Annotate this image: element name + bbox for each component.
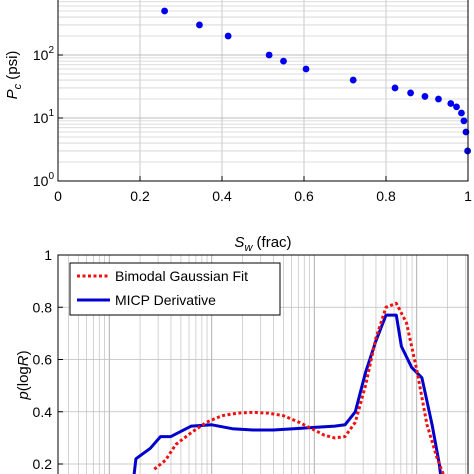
- top-y-tick-label: 102: [33, 45, 55, 63]
- bottom-y-tick-label: 0.2: [33, 456, 53, 472]
- top-chart-grid: [58, 0, 468, 181]
- bottom-chart-y-tick-labels: 0.2 0.4 0.6 0.8 1: [33, 247, 53, 472]
- legend-label-micp-derivative: MICP Derivative: [115, 292, 216, 308]
- top-data-point: [391, 84, 399, 92]
- bottom-y-label-open: (log: [15, 366, 32, 391]
- top-chart-points: [161, 7, 471, 155]
- top-y-tick-base: 10: [33, 173, 49, 189]
- top-data-point: [349, 76, 357, 84]
- top-y-label-main: P: [4, 89, 21, 99]
- top-y-tick-label: 100: [33, 171, 55, 189]
- bottom-y-label-italic: R: [15, 355, 32, 366]
- top-data-point: [407, 89, 414, 97]
- top-y-tick-label: 101: [33, 108, 55, 126]
- top-x-label-unit: (frac): [252, 234, 291, 251]
- top-data-point: [280, 57, 287, 65]
- top-x-tick-label: 0.2: [130, 188, 150, 204]
- top-data-point: [421, 93, 429, 100]
- series-line-micp-derivative: [132, 313, 442, 474]
- top-data-point: [224, 32, 232, 40]
- legend-box: [69, 262, 281, 316]
- top-y-tick-exp: 2: [48, 45, 54, 56]
- legend-label-bimodal-gaussian-fit: Bimodal Gaussian Fit: [115, 268, 248, 284]
- top-y-tick-exp: 1: [48, 108, 54, 119]
- bottom-y-tick-label: 1: [44, 247, 52, 263]
- bottom-chart-lines: [132, 301, 445, 474]
- top-y-label-unit: (psi): [4, 51, 21, 84]
- bottom-y-tick-label: 0.6: [33, 352, 53, 368]
- bottom-y-label-close: ): [15, 350, 32, 355]
- bottom-chart-frame: [57, 254, 469, 474]
- top-x-tick-label: 1: [464, 188, 472, 204]
- top-x-tick-label: 0.4: [212, 188, 232, 204]
- top-data-point: [196, 21, 203, 29]
- top-data-point: [161, 7, 169, 15]
- top-y-tick-base: 10: [33, 47, 49, 63]
- top-y-tick-exp: 0: [48, 171, 54, 182]
- top-chart-x-tick-labels: 0 0.2 0.4 0.6 0.8 1: [54, 188, 472, 204]
- bottom-y-tick-label: 0.8: [33, 299, 53, 315]
- top-chart-x-axis-label: Sw (frac): [234, 234, 291, 254]
- top-y-tick-base: 10: [33, 110, 49, 126]
- top-x-tick-label: 0: [54, 188, 62, 204]
- top-data-point: [458, 109, 465, 117]
- series-line-bimodal-gaussian-fit: [153, 301, 445, 474]
- top-data-point: [302, 65, 310, 73]
- bottom-y-label-main: p: [15, 391, 32, 400]
- bottom-chart-legend: Bimodal Gaussian Fit MICP Derivative: [69, 262, 281, 316]
- top-x-tick-label: 0.8: [376, 188, 396, 204]
- top-y-label-sub: c: [12, 83, 24, 89]
- bottom-chart-ticks: [58, 254, 63, 465]
- bottom-y-tick-label: 0.4: [33, 404, 53, 420]
- top-chart-y-axis-label: Pc (psi): [4, 51, 24, 100]
- top-x-label-main: S: [234, 234, 244, 251]
- top-data-point: [453, 103, 460, 111]
- top-x-tick-label: 0.6: [294, 188, 314, 204]
- top-chart-ticks: [57, 54, 469, 182]
- bottom-chart-plogr: 0.2 0.4 0.6 0.8 1 p(logR) Bimodal Gaussian F…: [15, 247, 469, 474]
- top-data-point: [265, 51, 273, 59]
- top-chart-frame: [57, 0, 469, 182]
- top-data-point: [460, 117, 468, 125]
- top-data-point: [435, 95, 442, 103]
- top-x-label-sub: w: [244, 242, 253, 254]
- bottom-chart-y-axis-label: p(logR): [15, 350, 32, 400]
- top-data-point: [447, 100, 455, 107]
